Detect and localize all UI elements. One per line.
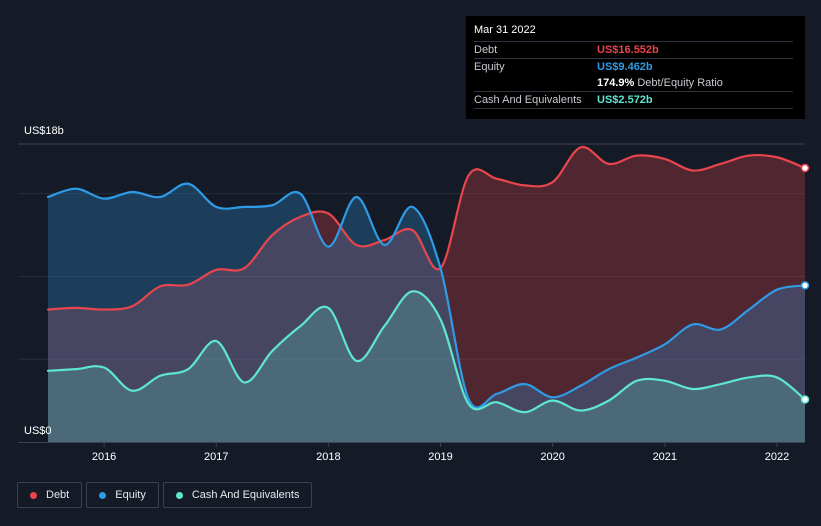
- legend-dot-equity-icon: [99, 491, 107, 499]
- end-marker-debt: [800, 163, 810, 173]
- line-debt: [46, 145, 807, 311]
- legend-dot-cash-icon: [175, 491, 183, 499]
- tooltip-debt-value: US$16.552b: [597, 44, 659, 56]
- legend-label-equity: Equity: [115, 489, 146, 501]
- tooltip-equity-label: Equity: [474, 61, 505, 73]
- legend-label-debt: Debt: [46, 489, 70, 501]
- legend-item-cash[interactable]: Cash And Equivalents: [162, 482, 313, 508]
- tooltip-panel: Mar 31 2022 Debt US$16.552b Equity US$9.…: [466, 16, 805, 119]
- tooltip-row-debt: Debt US$16.552b: [474, 41, 793, 58]
- tooltip-ratio-spacer: [474, 75, 597, 91]
- x-tick-label: 2020: [540, 451, 564, 463]
- tooltip-row-equity: Equity US$9.462b: [474, 58, 793, 75]
- legend-item-equity[interactable]: Equity: [86, 482, 159, 508]
- tooltip-date: Mar 31 2022: [474, 24, 536, 36]
- x-tick-label: 2021: [653, 451, 677, 463]
- end-marker-equity: [800, 281, 810, 290]
- gridlines: [18, 143, 805, 360]
- tooltip-cash-label: Cash And Equivalents: [474, 94, 582, 106]
- area-cash-and-equivalents: [48, 291, 805, 442]
- legend-item-debt[interactable]: Debt: [17, 482, 83, 508]
- tooltip-cash-value: US$2.572b: [597, 94, 653, 106]
- axes: 2016 2017 2018 2019 2020 2021 2022: [18, 442, 805, 463]
- x-tick-label: 2022: [765, 451, 789, 463]
- legend-dot-debt-icon: [30, 491, 37, 499]
- tooltip-ratio-value: 174.9%: [597, 77, 635, 89]
- line-cash-and-equivalents: [46, 290, 807, 414]
- x-tick-label: 2018: [316, 451, 340, 463]
- end-marker-cash-and-equivalents: [800, 395, 810, 404]
- y-axis-bottom-label: US$0: [24, 425, 52, 437]
- x-tick-label: 2019: [428, 451, 452, 463]
- series-areas: [46, 145, 810, 442]
- line-equity: [46, 182, 807, 409]
- x-tick-label: 2017: [204, 451, 228, 463]
- tooltip-equity-value: US$9.462b: [597, 61, 653, 73]
- x-tick-label: 2016: [92, 451, 116, 463]
- y-axis-top-label: US$18b: [24, 125, 64, 137]
- legend-label-cash: Cash And Equivalents: [191, 489, 300, 501]
- chart-legend: Debt Equity Cash And Equivalents: [17, 482, 313, 508]
- tooltip-row-cash: Cash And Equivalents US$2.572b: [474, 91, 793, 109]
- tooltip-row-ratio: 174.9% Debt/Equity Ratio: [474, 75, 793, 91]
- tooltip-ratio-label: Debt/Equity Ratio: [637, 77, 723, 89]
- area-debt: [48, 146, 805, 442]
- tooltip-debt-label: Debt: [474, 44, 498, 56]
